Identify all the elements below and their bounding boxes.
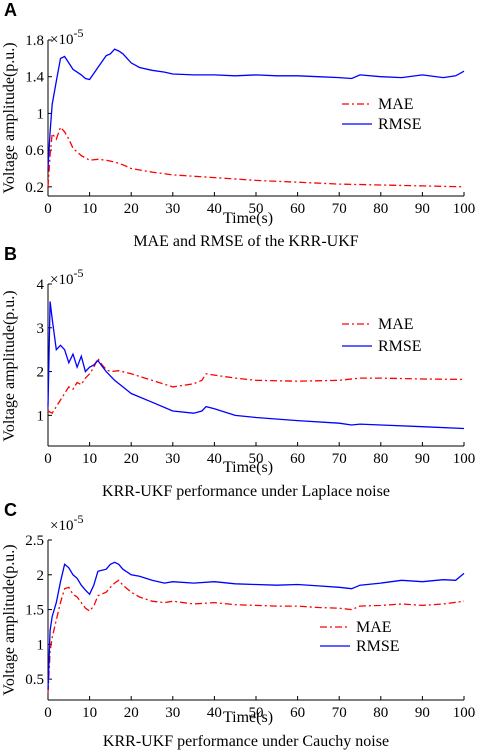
y-exponent-power: -5 bbox=[73, 512, 83, 526]
y-tick-label: 1 bbox=[37, 408, 45, 424]
y-tick-label: 0.6 bbox=[25, 143, 44, 159]
chart-panel-a: A 0 10 20 30 40 50 60 70 80 90 100 0.2 0.6 1 1.4 1.8 ×10-… bbox=[1, 0, 475, 250]
x-tick-label: 90 bbox=[415, 451, 430, 467]
x-tick-label: 90 bbox=[415, 201, 430, 217]
y-tick-label: 1.4 bbox=[25, 70, 44, 86]
x-tick-label: 20 bbox=[124, 451, 139, 467]
x-tick-label: 10 bbox=[82, 705, 97, 721]
x-tick-label: 80 bbox=[373, 705, 388, 721]
y-tick-label: 1.8 bbox=[25, 33, 44, 49]
series-line-rmse bbox=[47, 48, 465, 169]
x-tick-label: 30 bbox=[165, 705, 180, 721]
y-tick-label: 2 bbox=[37, 568, 45, 584]
x-tick-label: 30 bbox=[165, 451, 180, 467]
y-tick-label: 1.5 bbox=[25, 603, 44, 619]
panel-letter: A bbox=[4, 0, 17, 20]
legend-label-rmse: RMSE bbox=[378, 116, 422, 133]
x-tick-label: 70 bbox=[332, 705, 347, 721]
y-tick-label: 0.5 bbox=[25, 672, 44, 688]
x-tick-label: 20 bbox=[124, 705, 139, 721]
chart-panel-b: B 0 10 20 30 40 50 60 70 80 90 100 1 2 3 4 ×10-5 Voltage … bbox=[1, 244, 475, 500]
legend-label-mae: MAE bbox=[378, 96, 414, 113]
y-axis-label: Voltage amplitude(p.u.) bbox=[1, 42, 18, 193]
y-tick-label: 0.2 bbox=[25, 180, 44, 196]
legend-label-mae: MAE bbox=[356, 619, 392, 636]
x-tick-label: 80 bbox=[373, 451, 388, 467]
x-axis-label: Time(s) bbox=[223, 459, 273, 476]
x-tick-label: 40 bbox=[207, 705, 222, 721]
y-exponent-label: ×10-5 bbox=[50, 266, 83, 288]
panel-caption: KRR-UKF performance under Cauchy noise bbox=[103, 733, 389, 750]
series-line-mae bbox=[47, 579, 465, 694]
legend-label-rmse: RMSE bbox=[356, 638, 400, 655]
x-tick-label: 10 bbox=[82, 201, 97, 217]
x-tick-label: 50 bbox=[249, 705, 264, 721]
x-tick-label: 50 bbox=[249, 201, 264, 217]
y-tick-label: 1 bbox=[37, 637, 45, 653]
y-tick-label: 3 bbox=[37, 321, 45, 337]
x-tick-label: 40 bbox=[207, 451, 222, 467]
series-line-rmse bbox=[47, 301, 465, 430]
y-exponent-power: -5 bbox=[73, 26, 83, 40]
y-tick-label: 4 bbox=[37, 277, 45, 293]
y-exponent-label: ×10-5 bbox=[50, 512, 83, 534]
x-tick-label: 100 bbox=[453, 201, 476, 217]
y-axis-label: Voltage amplitude(p.u.) bbox=[1, 290, 18, 441]
x-tick-label: 0 bbox=[44, 705, 52, 721]
legend-label-rmse: RMSE bbox=[378, 338, 422, 355]
x-tick-label: 60 bbox=[290, 451, 305, 467]
series-line-mae bbox=[47, 357, 465, 415]
panel-letter: C bbox=[4, 500, 17, 520]
x-tick-label: 10 bbox=[82, 451, 97, 467]
series-line-mae bbox=[47, 125, 465, 188]
series-line-rmse bbox=[47, 561, 465, 690]
panel-caption: KRR-UKF performance under Laplace noise bbox=[102, 483, 390, 500]
y-tick-label: 2 bbox=[37, 365, 45, 381]
x-tick-label: 70 bbox=[332, 451, 347, 467]
y-tick-label: 2.5 bbox=[25, 533, 44, 549]
x-axis-label: Time(s) bbox=[223, 210, 273, 227]
x-axis-label: Time(s) bbox=[223, 709, 273, 726]
x-tick-label: 90 bbox=[415, 705, 430, 721]
x-tick-label: 60 bbox=[290, 705, 305, 721]
panel-caption: MAE and RMSE of the KRR-UKF bbox=[133, 233, 358, 250]
chart-panel-c: C 0 10 20 30 40 50 60 70 80 90 100 0.5 1 1.5 2 2.5 ×10-5 V… bbox=[1, 500, 475, 750]
x-tick-label: 60 bbox=[290, 201, 305, 217]
x-tick-label: 40 bbox=[207, 201, 222, 217]
y-tick-label: 1 bbox=[37, 106, 45, 122]
x-tick-label: 80 bbox=[373, 201, 388, 217]
x-tick-label: 20 bbox=[124, 201, 139, 217]
x-tick-label: 50 bbox=[249, 451, 264, 467]
x-tick-label: 0 bbox=[44, 451, 52, 467]
y-exponent-power: -5 bbox=[73, 266, 83, 280]
y-axis-label: Voltage amplitude(p.u.) bbox=[1, 544, 18, 695]
x-tick-label: 70 bbox=[332, 201, 347, 217]
y-exponent-label: ×10-5 bbox=[50, 26, 83, 48]
x-tick-label: 30 bbox=[165, 201, 180, 217]
panel-letter: B bbox=[4, 244, 17, 264]
x-tick-label: 0 bbox=[44, 201, 52, 217]
x-tick-label: 100 bbox=[453, 451, 476, 467]
x-tick-label: 100 bbox=[453, 705, 476, 721]
legend-label-mae: MAE bbox=[378, 316, 414, 333]
